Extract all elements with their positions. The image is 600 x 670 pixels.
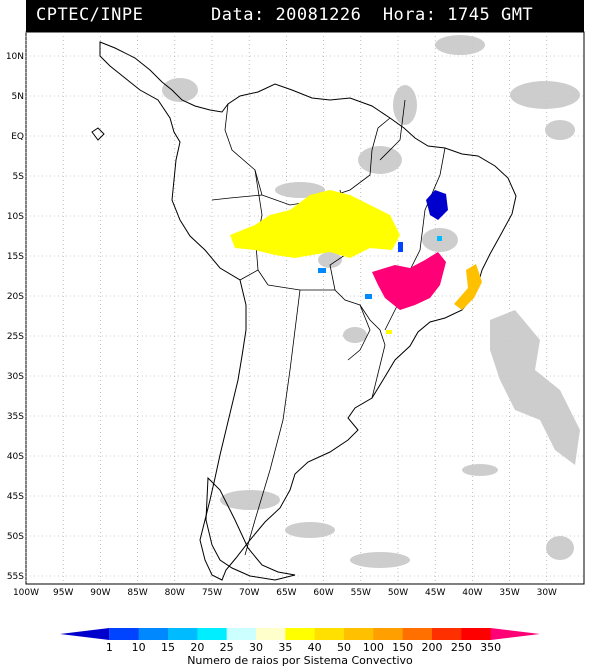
- lat-tick-label: 45S: [7, 492, 24, 502]
- legend-value-label: 40: [308, 641, 322, 654]
- lon-tick-label: 70W: [239, 588, 259, 598]
- legend-value-label: 1: [106, 641, 113, 654]
- cluster-blue-northeast: [426, 190, 448, 220]
- lon-tick-label: 75W: [202, 588, 222, 598]
- lon-tick-label: 65W: [276, 588, 296, 598]
- cluster-blue-small-3: [365, 294, 372, 299]
- lon-tick-label: 60W: [313, 588, 333, 598]
- legend-value-label: 100: [363, 641, 384, 654]
- legend-caption: Numero de raios por Sistema Convectivo: [187, 654, 413, 667]
- date-value: 20081226: [275, 5, 362, 25]
- legend-value-label: 15: [161, 641, 175, 654]
- cluster-orange-coast: [454, 264, 482, 310]
- legend-value-label: 200: [422, 641, 443, 654]
- legend-swatch: [373, 628, 404, 640]
- legend-value-label: 250: [451, 641, 472, 654]
- organization-label: CPTEC/INPE: [36, 5, 144, 25]
- lat-tick-label: EQ: [11, 132, 24, 142]
- legend-swatch: [256, 628, 286, 640]
- legend-value-label: 350: [480, 641, 501, 654]
- legend-swatch: [109, 628, 140, 640]
- legend-swatch: [138, 628, 169, 640]
- legend-value-label: 50: [337, 641, 351, 654]
- legend-value-label: 10: [132, 641, 146, 654]
- lat-tick-label: 55S: [7, 572, 24, 582]
- legend-value-label: 35: [278, 641, 292, 654]
- date-label: Data:: [211, 5, 265, 25]
- legend-value-label: 30: [249, 641, 263, 654]
- lat-tick-label: 10S: [7, 212, 24, 222]
- lon-tick-label: 30W: [537, 588, 557, 598]
- lat-tick-label: 50S: [7, 532, 24, 542]
- legend-swatch: [402, 628, 433, 640]
- header-bar: CPTEC/INPE Data: 20081226 Hora: 1745 GMT: [26, 0, 584, 32]
- lon-tick-label: 45W: [425, 588, 445, 598]
- legend-colorbar: 1 10 15 20 25 30 35 40 50 100 150 200 250 350: [60, 628, 540, 654]
- lon-tick-label: 100W: [13, 588, 39, 598]
- legend-swatch: [60, 628, 110, 640]
- lon-tick-label: 95W: [53, 588, 73, 598]
- lat-tick-label: 5S: [13, 172, 25, 182]
- datetime-label: Data: 20081226 Hora: 1745 GMT: [211, 5, 533, 25]
- lightning-clusters: [230, 190, 482, 334]
- cluster-blue-small-2: [318, 268, 326, 273]
- lon-tick-label: 55W: [351, 588, 371, 598]
- cluster-yellow-amazon: [230, 190, 400, 258]
- lon-tick-label: 90W: [90, 588, 110, 598]
- legend-swatch: [314, 628, 345, 640]
- cluster-yellow-small: [386, 330, 392, 334]
- lat-tick-label: 30S: [7, 372, 24, 382]
- lon-tick-label: 85W: [127, 588, 147, 598]
- legend-value-label: 25: [220, 641, 234, 654]
- time-value: 1745: [447, 5, 491, 25]
- legend-swatch: [344, 628, 374, 640]
- cluster-blue-small-4: [437, 236, 442, 241]
- lon-tick-label: 40W: [462, 588, 482, 598]
- coastline: [91, 41, 517, 581]
- legend-swatch: [226, 628, 257, 640]
- lat-tick-label: 15S: [7, 252, 24, 262]
- legend-swatch: [461, 628, 492, 640]
- cluster-blue-small-1: [398, 242, 403, 252]
- lon-tick-label: 50W: [388, 588, 408, 598]
- lat-tick-label: 35S: [7, 412, 24, 422]
- map-frame: [25, 31, 585, 585]
- time-label: Hora:: [382, 5, 437, 25]
- legend-value-label: 20: [190, 641, 204, 654]
- lat-tick-label: 40S: [7, 452, 24, 462]
- axis-ticks: 10N 5N EQ 5S 10S 15S 20S 25S 30S 35S 40S 45S 50S 55S 1…: [6, 52, 557, 598]
- legend-value-label: 150: [392, 641, 413, 654]
- legend-swatch: [432, 628, 462, 640]
- legend-swatch: [197, 628, 228, 640]
- legend-swatch: [490, 628, 540, 640]
- legend-swatch: [168, 628, 198, 640]
- lon-tick-label: 80W: [165, 588, 185, 598]
- lat-tick-label: 25S: [7, 332, 24, 342]
- lon-tick-label: 35W: [499, 588, 519, 598]
- lat-tick-label: 10N: [6, 52, 24, 62]
- time-zone: GMT: [500, 5, 534, 25]
- lat-tick-label: 20S: [7, 292, 24, 302]
- lat-tick-label: 5N: [12, 92, 24, 102]
- cloud-cover: [162, 35, 580, 568]
- legend-swatch: [285, 628, 316, 640]
- cluster-magenta-central: [372, 252, 446, 310]
